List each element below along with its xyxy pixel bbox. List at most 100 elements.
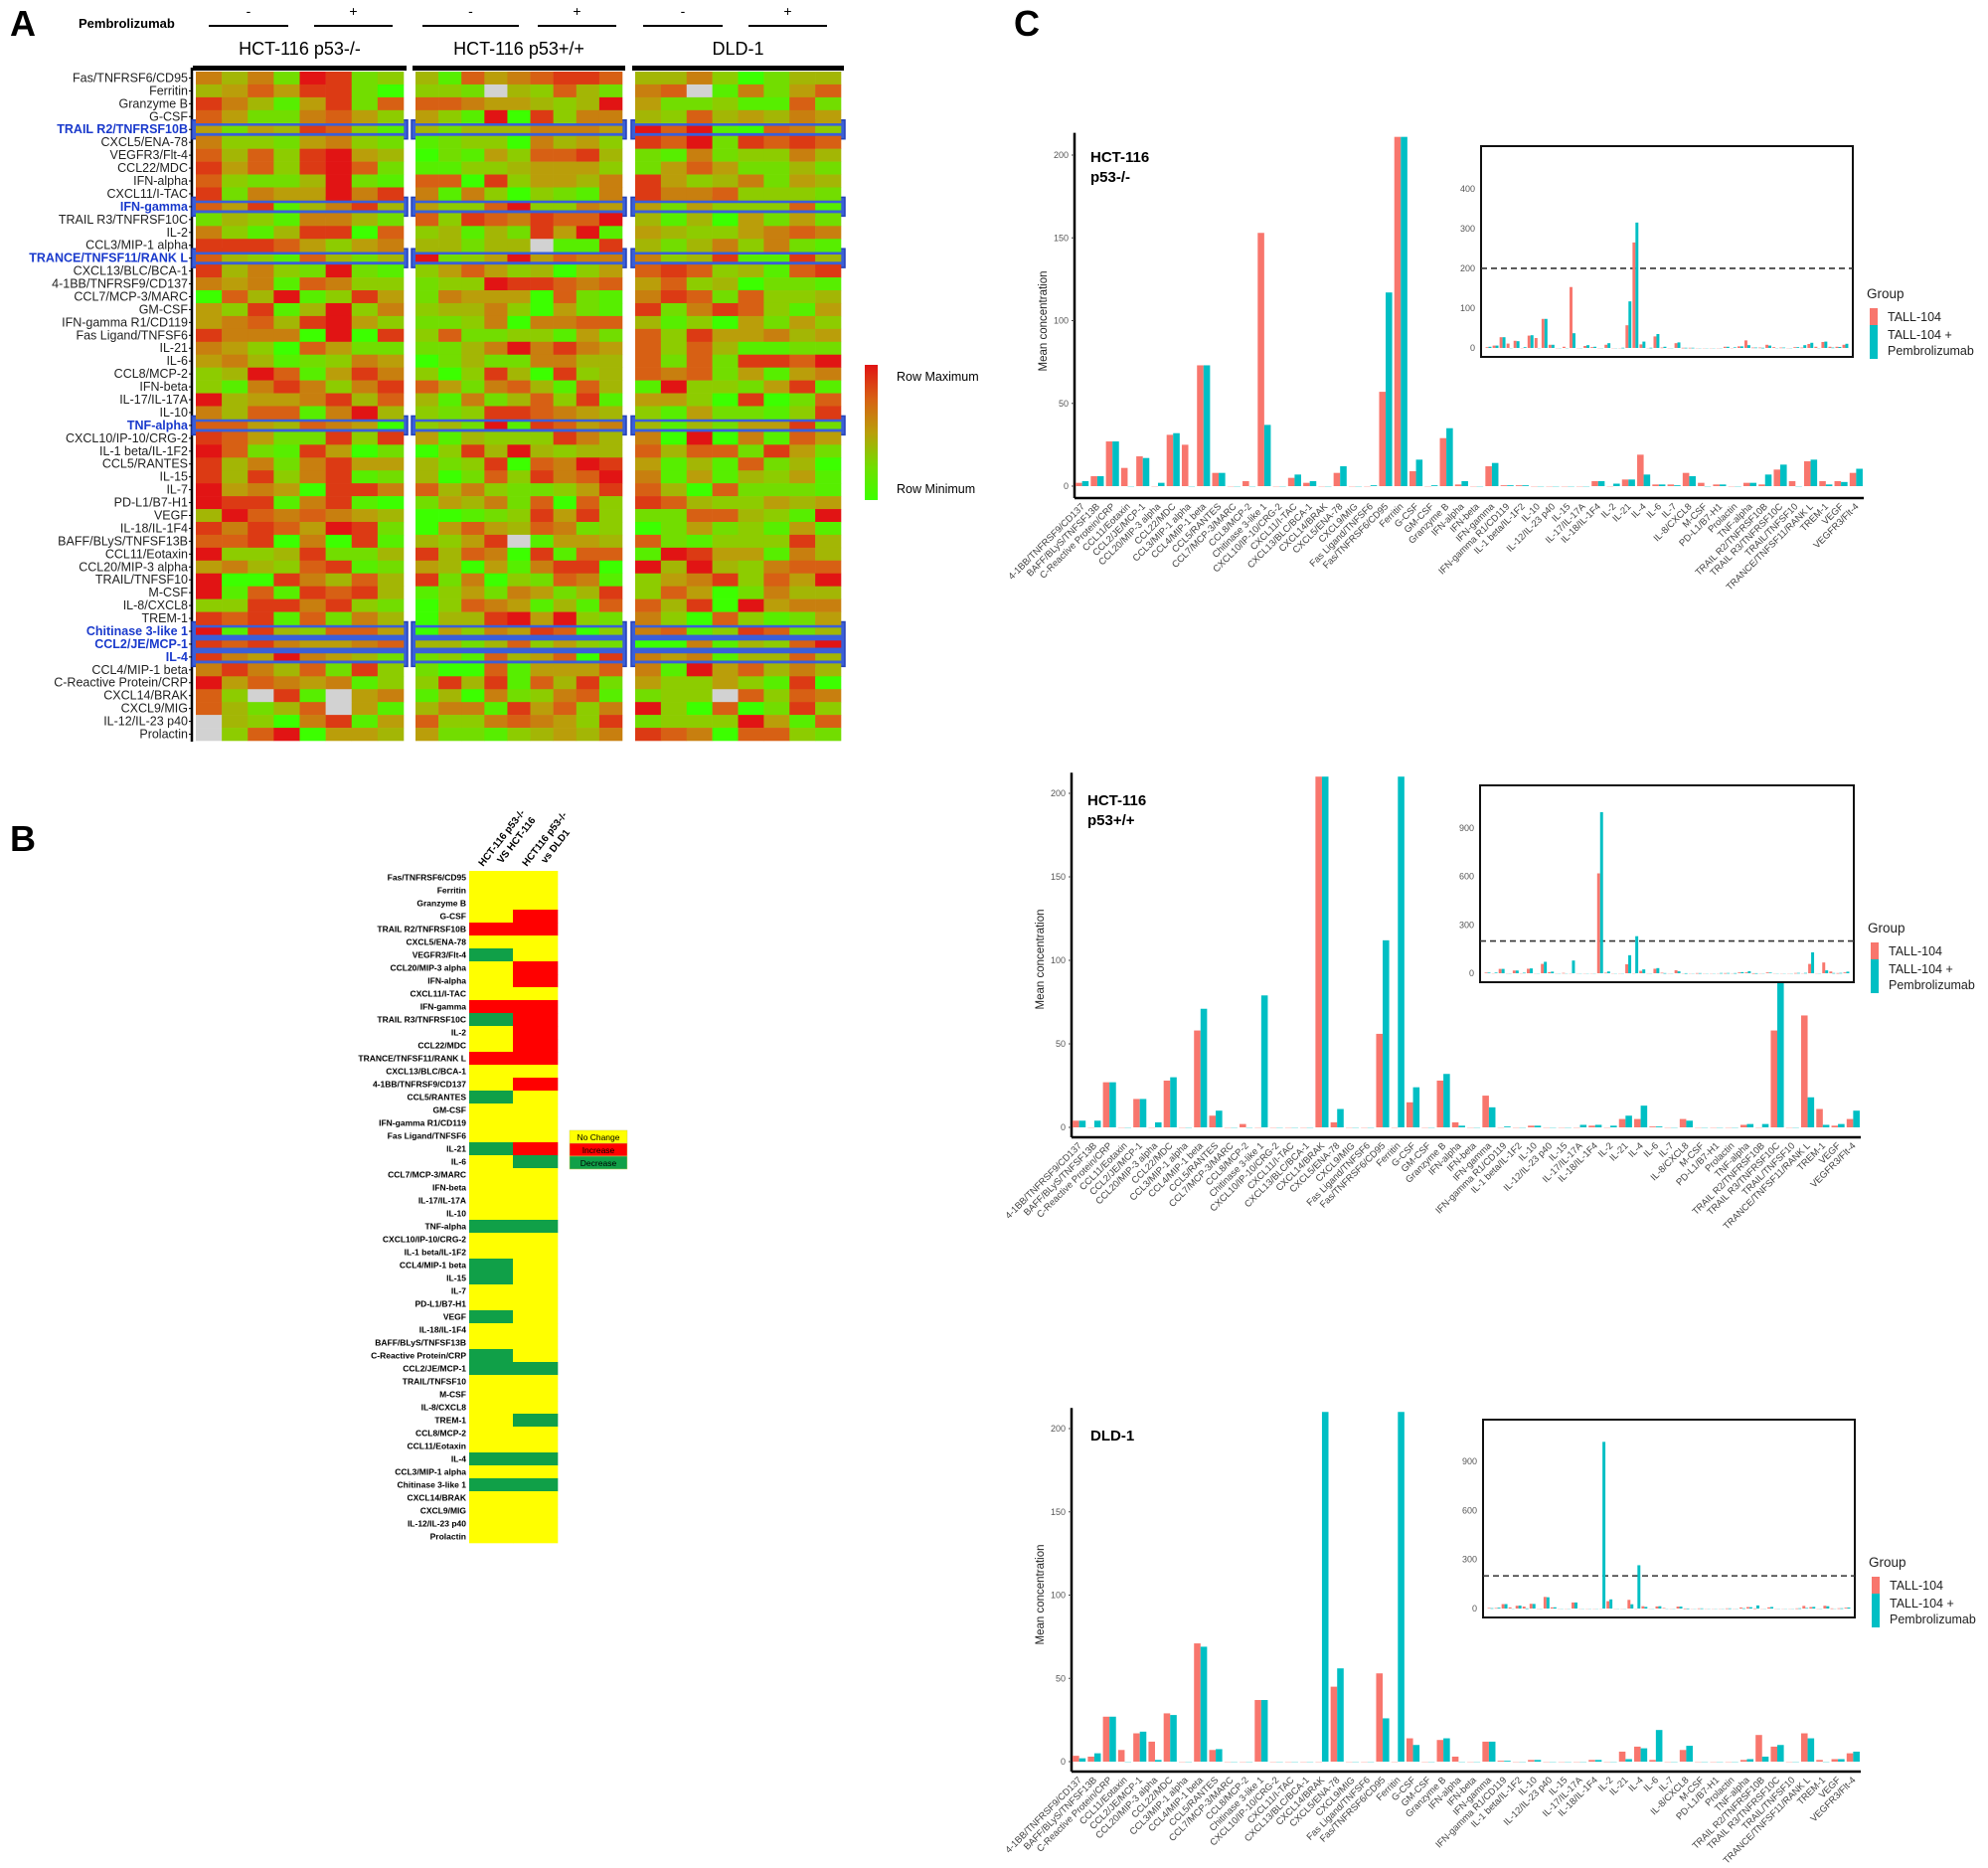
panel-label-b: B (10, 818, 36, 859)
heatmap-cell (377, 84, 405, 98)
row-label: CCL8/MCP-2 (415, 1429, 466, 1439)
heatmap-cell (789, 521, 816, 536)
inset-bar (1779, 973, 1783, 974)
heatmap-cell (686, 627, 713, 635)
legend-title: Group (1868, 921, 1905, 935)
heatmap-cell (815, 457, 842, 471)
heatmap-cell (196, 187, 223, 201)
bar (1109, 1716, 1116, 1762)
heatmap-cell (325, 470, 353, 484)
heatmap-cell (815, 611, 842, 625)
heatmap-cell (576, 161, 600, 175)
inset-bar (1710, 973, 1713, 974)
heatmap-cell (222, 496, 248, 510)
heatmap-cell (738, 640, 764, 648)
heatmap-cell (815, 367, 842, 381)
heatmap-cell (507, 380, 531, 394)
heatmap-cell (507, 483, 531, 497)
heatmap-cell (351, 226, 379, 240)
heatmap-cell (415, 728, 439, 742)
heatmap-cell (325, 72, 353, 85)
bar (1421, 1762, 1428, 1763)
heatmap-cell (598, 239, 623, 253)
heatmap-cell (299, 354, 326, 368)
heatmap-cell (553, 547, 578, 562)
heatmap-cell (248, 341, 274, 356)
heatmap-cell (273, 653, 300, 661)
heatmap-cell (789, 422, 816, 429)
heatmap-cell (763, 431, 790, 445)
heatmap-cell (507, 627, 531, 635)
heatmap-cell (686, 354, 713, 368)
heatmap-cell (415, 483, 439, 497)
heatmap-cell (712, 290, 739, 304)
legend-label: No Change (577, 1132, 619, 1142)
inset-bar (1572, 1602, 1574, 1609)
bar (1780, 464, 1787, 486)
heatmap-cell (789, 444, 816, 458)
status-cell (469, 1401, 514, 1415)
heatmap-cell (660, 689, 688, 703)
bar (1294, 474, 1301, 486)
heatmap-cell (273, 728, 300, 742)
heatmap-cell (461, 470, 485, 484)
bar (1573, 1762, 1580, 1763)
inset-bar (1625, 325, 1629, 348)
inset-y-tick-label: 300 (1462, 1555, 1477, 1565)
heatmap-cell (196, 663, 223, 677)
heatmap-cell (461, 125, 485, 133)
bar (1376, 1033, 1384, 1127)
heatmap-cell (351, 444, 379, 458)
chart-title-line: DLD-1 (1090, 1428, 1134, 1444)
heatmap-cell (299, 341, 326, 356)
heatmap-cell (530, 187, 554, 201)
inset-bar (1735, 1609, 1739, 1610)
bar (1695, 1127, 1702, 1128)
heatmap-cell (351, 560, 379, 575)
row-label: TRAIL R2/TNFRSF10B (377, 925, 466, 934)
heatmap-cell (815, 302, 842, 317)
heatmap-cell (484, 174, 508, 188)
heatmap-cell (530, 586, 554, 599)
bar (1546, 486, 1553, 487)
heatmap-cell (461, 640, 485, 648)
heatmap-cell (461, 96, 485, 111)
heatmap-cell (576, 109, 600, 124)
heatmap-cell (789, 509, 816, 523)
heatmap-cell (530, 341, 554, 356)
heatmap-cell (415, 586, 439, 599)
bar (1534, 1760, 1542, 1762)
heatmap-cell (325, 367, 353, 381)
status-cell (469, 897, 514, 911)
heatmap-cell (484, 534, 508, 549)
heatmap-cell (196, 444, 223, 458)
row-label: CCL20/MIP-3 alpha (79, 560, 188, 574)
treatment-sign: + (783, 3, 791, 19)
inset-bar (1737, 346, 1740, 348)
heatmap-cell (351, 457, 379, 471)
heatmap-cell (576, 406, 600, 420)
heatmap-cell (789, 84, 816, 98)
inset-bar (1502, 337, 1506, 348)
row-label: 4-1BB/TNFRSF9/CD137 (52, 277, 188, 291)
heatmap-cell (222, 422, 248, 429)
heatmap-cell (438, 422, 462, 429)
heatmap-cell (530, 431, 554, 445)
heatmap-cell (196, 676, 223, 690)
inset-bar (1492, 345, 1496, 348)
heatmap-cell (763, 483, 790, 497)
row-label: IL-10 (160, 406, 189, 420)
heatmap-cell (299, 702, 326, 716)
heatmap-cell (635, 239, 662, 253)
heatmap-cell (273, 290, 300, 304)
heatmap-cell (553, 148, 578, 162)
heatmap-cell (738, 483, 764, 497)
inset-bar (1714, 1609, 1718, 1610)
heatmap-cell (712, 470, 739, 484)
bar (1124, 1762, 1132, 1763)
heatmap-cell (438, 277, 462, 291)
heatmap-cell (576, 611, 600, 625)
heatmap-cell (576, 627, 600, 635)
heatmap-cell (763, 598, 790, 612)
heatmap-cell (686, 341, 713, 356)
